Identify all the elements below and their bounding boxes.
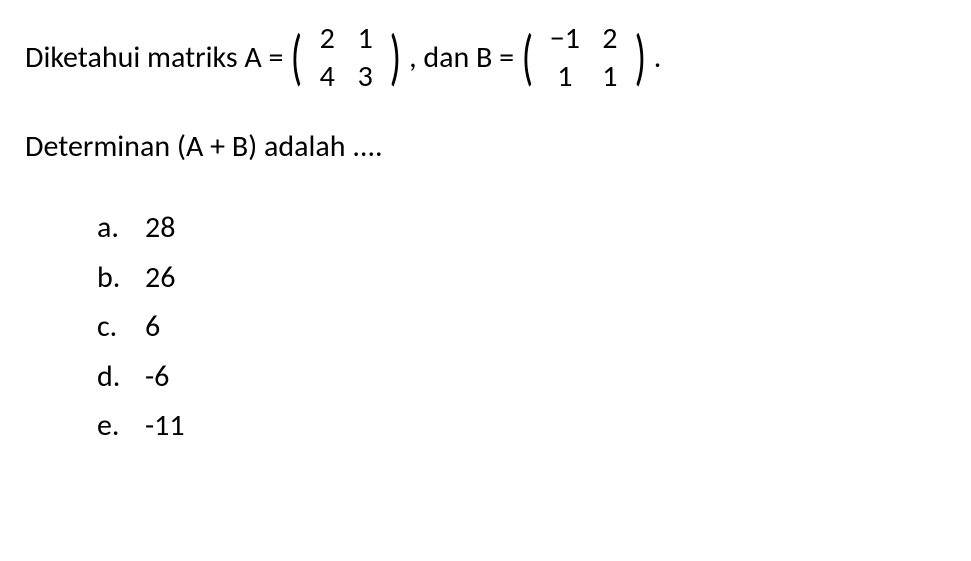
matrix-a-cell-01: 1 bbox=[346, 20, 384, 58]
option-c-letter: c. bbox=[97, 302, 145, 352]
matrix-b-cell-11: 1 bbox=[591, 58, 629, 96]
matrix-b-row-1: 1 1 bbox=[539, 58, 629, 96]
matrix-a-row-1: 4 3 bbox=[308, 58, 384, 96]
matrix-b: ( −1 2 1 1 ) bbox=[518, 20, 650, 95]
matrix-b-row-0: −1 2 bbox=[539, 20, 629, 58]
matrix-a: ( 2 1 4 3 ) bbox=[287, 20, 405, 95]
option-b-letter: b. bbox=[97, 253, 145, 303]
question-middle: , dan B = bbox=[409, 34, 514, 82]
option-d-letter: d. bbox=[97, 352, 145, 402]
paren-right: ) bbox=[390, 33, 401, 83]
paren-left: ( bbox=[291, 33, 302, 83]
matrix-a-content: 2 1 4 3 bbox=[306, 20, 386, 95]
paren-right: ) bbox=[635, 33, 646, 83]
matrix-a-cell-00: 2 bbox=[308, 20, 346, 58]
option-d: d. -6 bbox=[97, 352, 946, 402]
option-c: c. 6 bbox=[97, 302, 946, 352]
option-b: b. 26 bbox=[97, 253, 946, 303]
option-c-value: 6 bbox=[145, 302, 946, 352]
option-e-letter: e. bbox=[97, 401, 145, 451]
option-a: a. 28 bbox=[97, 203, 946, 253]
option-a-letter: a. bbox=[97, 203, 145, 253]
question-line-2: Determinan (A + B) adalah .... bbox=[25, 123, 946, 171]
matrix-a-row-0: 2 1 bbox=[308, 20, 384, 58]
matrix-b-cell-10: 1 bbox=[539, 58, 591, 96]
option-a-value: 28 bbox=[145, 203, 946, 253]
matrix-a-cell-10: 4 bbox=[308, 58, 346, 96]
option-e: e. -11 bbox=[97, 401, 946, 451]
matrix-b-cell-01: 2 bbox=[591, 20, 629, 58]
question-line-1: Diketahui matriks A = ( 2 1 4 3 ) , dan … bbox=[25, 20, 946, 95]
paren-left: ( bbox=[522, 33, 533, 83]
options-list: a. 28 b. 26 c. 6 d. -6 e. -11 bbox=[25, 203, 946, 451]
option-e-value: -11 bbox=[145, 401, 946, 451]
matrix-b-cell-00: −1 bbox=[539, 20, 591, 58]
matrix-b-content: −1 2 1 1 bbox=[537, 20, 631, 95]
option-d-value: -6 bbox=[145, 352, 946, 402]
question-prefix: Diketahui matriks A = bbox=[25, 34, 283, 82]
question-suffix: . bbox=[654, 34, 662, 82]
option-b-value: 26 bbox=[145, 253, 946, 303]
matrix-a-cell-11: 3 bbox=[346, 58, 384, 96]
